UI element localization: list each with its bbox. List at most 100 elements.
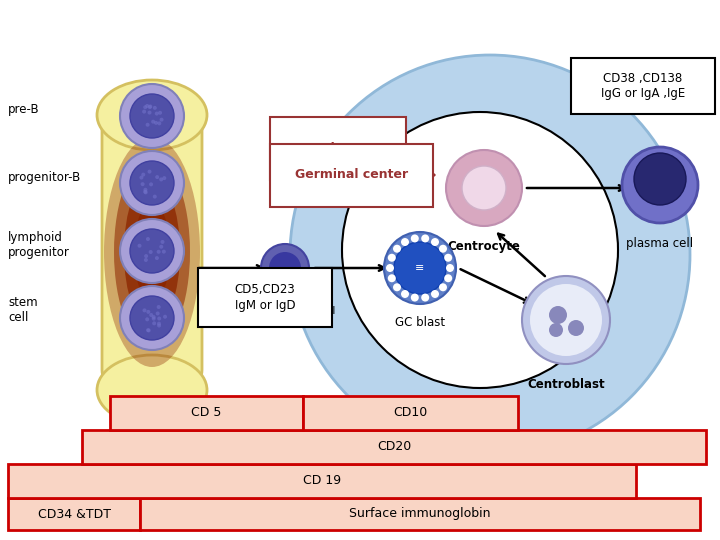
Circle shape bbox=[120, 286, 184, 350]
Circle shape bbox=[149, 313, 153, 317]
Ellipse shape bbox=[124, 177, 180, 327]
Ellipse shape bbox=[114, 157, 190, 347]
Text: lymphoid
progenitor: lymphoid progenitor bbox=[8, 231, 70, 259]
Circle shape bbox=[421, 294, 429, 301]
Circle shape bbox=[147, 328, 150, 333]
Circle shape bbox=[269, 252, 301, 284]
Text: Mature naïve B-cell: Mature naïve B-cell bbox=[235, 306, 336, 316]
Text: GC blast: GC blast bbox=[395, 316, 445, 329]
Circle shape bbox=[142, 110, 146, 113]
Circle shape bbox=[411, 294, 419, 301]
Text: CD5,CD23
IgM or IgD: CD5,CD23 IgM or IgD bbox=[235, 284, 295, 312]
Circle shape bbox=[439, 245, 447, 253]
Circle shape bbox=[145, 104, 149, 108]
Circle shape bbox=[146, 328, 150, 332]
Circle shape bbox=[144, 258, 148, 262]
Circle shape bbox=[143, 188, 148, 192]
Circle shape bbox=[444, 274, 452, 282]
Circle shape bbox=[144, 254, 148, 258]
Circle shape bbox=[446, 150, 522, 226]
Circle shape bbox=[622, 147, 698, 223]
Text: CD 5: CD 5 bbox=[192, 407, 222, 420]
Circle shape bbox=[444, 254, 452, 262]
Circle shape bbox=[160, 118, 163, 122]
Circle shape bbox=[157, 316, 161, 321]
Circle shape bbox=[138, 244, 142, 248]
Circle shape bbox=[146, 237, 150, 241]
FancyBboxPatch shape bbox=[8, 464, 636, 498]
Text: CD10: CD10 bbox=[393, 407, 428, 420]
Circle shape bbox=[152, 316, 156, 321]
Circle shape bbox=[148, 105, 152, 109]
Circle shape bbox=[261, 244, 309, 292]
Circle shape bbox=[145, 123, 150, 127]
Circle shape bbox=[522, 276, 610, 364]
Circle shape bbox=[158, 122, 161, 125]
Circle shape bbox=[388, 254, 396, 262]
Text: progenitor-B: progenitor-B bbox=[8, 172, 81, 185]
Circle shape bbox=[162, 249, 166, 254]
Circle shape bbox=[431, 238, 439, 246]
Circle shape bbox=[290, 55, 690, 455]
Circle shape bbox=[157, 250, 161, 254]
Circle shape bbox=[151, 120, 155, 124]
Circle shape bbox=[130, 229, 174, 273]
Circle shape bbox=[152, 321, 156, 325]
Circle shape bbox=[342, 112, 618, 388]
Circle shape bbox=[143, 105, 147, 109]
FancyBboxPatch shape bbox=[140, 498, 700, 530]
Text: plasma cell: plasma cell bbox=[626, 237, 693, 250]
Circle shape bbox=[149, 183, 153, 186]
Circle shape bbox=[159, 245, 163, 249]
Ellipse shape bbox=[97, 355, 207, 425]
Circle shape bbox=[148, 104, 153, 109]
Text: pre-B: pre-B bbox=[8, 104, 40, 117]
Circle shape bbox=[159, 178, 163, 181]
Circle shape bbox=[431, 290, 439, 298]
Circle shape bbox=[393, 284, 401, 291]
Circle shape bbox=[149, 250, 153, 254]
Circle shape bbox=[530, 284, 602, 356]
Text: stem
cell: stem cell bbox=[8, 296, 37, 324]
Circle shape bbox=[155, 256, 159, 260]
Text: ≡: ≡ bbox=[415, 263, 425, 273]
Text: CD 19: CD 19 bbox=[303, 475, 341, 488]
Circle shape bbox=[140, 182, 145, 186]
Circle shape bbox=[153, 194, 157, 199]
Circle shape bbox=[411, 234, 419, 242]
Circle shape bbox=[439, 284, 447, 291]
Circle shape bbox=[161, 240, 164, 244]
Circle shape bbox=[120, 219, 184, 283]
Circle shape bbox=[156, 312, 160, 315]
Circle shape bbox=[384, 232, 456, 304]
Circle shape bbox=[158, 111, 162, 115]
Circle shape bbox=[401, 238, 409, 246]
Circle shape bbox=[394, 242, 446, 294]
Circle shape bbox=[143, 308, 146, 312]
Text: Centroblast: Centroblast bbox=[527, 378, 605, 391]
Circle shape bbox=[130, 94, 174, 138]
Circle shape bbox=[401, 290, 409, 298]
Circle shape bbox=[393, 245, 401, 253]
Circle shape bbox=[157, 322, 161, 326]
Circle shape bbox=[148, 111, 151, 114]
Circle shape bbox=[145, 318, 149, 321]
Circle shape bbox=[386, 264, 394, 272]
Circle shape bbox=[154, 121, 158, 125]
Circle shape bbox=[155, 112, 158, 116]
Circle shape bbox=[157, 323, 161, 328]
FancyBboxPatch shape bbox=[571, 58, 715, 114]
FancyBboxPatch shape bbox=[8, 498, 140, 530]
Circle shape bbox=[568, 320, 584, 336]
Text: Germinal center: Germinal center bbox=[295, 168, 408, 181]
Circle shape bbox=[120, 151, 184, 215]
Circle shape bbox=[156, 175, 159, 179]
Circle shape bbox=[634, 153, 686, 205]
Ellipse shape bbox=[97, 80, 207, 150]
Text: Surface immunoglobin: Surface immunoglobin bbox=[349, 508, 491, 521]
Circle shape bbox=[421, 234, 429, 242]
Circle shape bbox=[446, 264, 454, 272]
Text: Mantle zone: Mantle zone bbox=[295, 141, 381, 154]
Text: CD38 ,CD138
IgG or IgA ,IgE: CD38 ,CD138 IgG or IgA ,IgE bbox=[601, 72, 685, 100]
Text: CD20: CD20 bbox=[377, 441, 411, 454]
